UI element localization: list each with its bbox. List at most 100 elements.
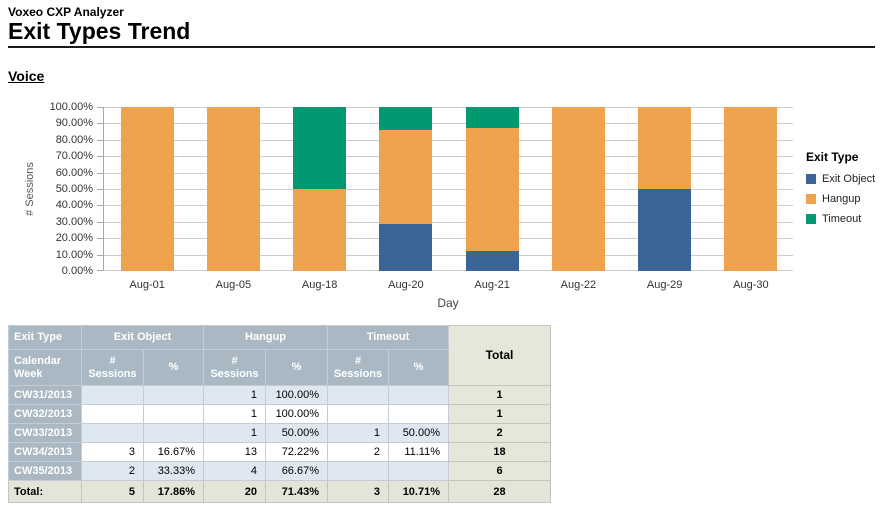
voice-section-link[interactable]: Voice	[8, 68, 45, 84]
x-tick-label: Aug-21	[474, 279, 510, 291]
header-sessions: # Sessions	[203, 349, 266, 386]
value-cell	[143, 385, 204, 405]
bar-segment-hangup	[724, 107, 778, 271]
y-tick-mark	[97, 205, 104, 207]
bar-aug-20	[379, 107, 433, 271]
table-row-cw34-2013: CW34/2013 3 16.67% 13 72.22% 2 11.11% 18	[8, 442, 551, 462]
y-tick-mark	[97, 221, 104, 223]
value-cell	[327, 385, 389, 405]
y-tick-label: 100.00%	[49, 101, 93, 113]
total-value-cell: 17.86%	[143, 480, 204, 503]
total-value-cell: 71.43%	[265, 480, 328, 503]
bar-aug-29	[638, 107, 692, 271]
y-tick-mark	[97, 107, 104, 108]
bar-segment-hangup	[465, 127, 519, 251]
value-cell	[143, 404, 204, 424]
x-tick-label: Aug-20	[388, 279, 424, 291]
gridline	[104, 238, 793, 240]
y-tick-label: 70.00%	[55, 150, 93, 163]
week-cell: CW34/2013	[8, 442, 82, 462]
y-tick-mark	[97, 254, 104, 256]
bar-segment-hangup	[206, 107, 260, 271]
total-label-cell: Total:	[8, 480, 82, 503]
legend-item-timeout: Timeout	[806, 213, 880, 225]
y-tick-mark	[97, 156, 104, 158]
bar-segment-exit-object	[465, 250, 519, 271]
y-tick-mark	[97, 123, 104, 125]
value-cell	[143, 423, 204, 443]
legend: Exit Type Exit Object Hangup Timeout	[806, 150, 880, 233]
y-tick-label: 60.00%	[55, 166, 93, 179]
y-tick-mark	[97, 139, 104, 141]
table-row-cw33-2013: CW33/2013 1 50.00% 1 50.00% 2	[8, 423, 551, 443]
table-total-row: Total: 5 17.86% 20 71.43% 3 10.71% 28	[8, 480, 551, 503]
bar-aug-30	[724, 107, 778, 271]
bar-aug-22	[551, 107, 605, 271]
value-cell: 2	[81, 461, 144, 481]
value-cell: 16.67%	[143, 442, 204, 462]
bar-segment-hangup	[120, 107, 174, 271]
x-tick-label: Aug-18	[301, 279, 338, 291]
value-cell: 50.00%	[265, 423, 328, 443]
bar-segment-timeout	[293, 107, 347, 189]
plot-area: 0.00% 10.00% 20.00% 30.00% 40.00% 50.00% 60.00…	[50, 101, 793, 291]
header-group-exit-object: Exit Object	[81, 325, 204, 350]
total-value-cell: 3	[327, 480, 389, 503]
value-cell: 1	[203, 423, 266, 443]
legend-swatch-timeout	[806, 214, 816, 224]
bar-segment-timeout	[379, 107, 433, 131]
value-cell	[388, 404, 449, 424]
legend-item-exit-object: Exit Object	[806, 173, 880, 185]
app-name: Voxeo CXP Analyzer	[8, 5, 124, 19]
header-sessions: # Sessions	[81, 349, 144, 386]
value-cell: 1	[203, 385, 266, 405]
y-tick-label: 30.00%	[55, 215, 93, 228]
bar-segment-hangup	[551, 107, 605, 271]
bar-segment-exit-object	[638, 189, 692, 271]
value-cell: 50.00%	[388, 423, 449, 443]
value-cell: 100.00%	[265, 385, 328, 405]
gridline	[104, 189, 793, 190]
value-cell: 100.00%	[265, 404, 328, 424]
header-exit-type: Exit Type	[8, 325, 82, 350]
total-value-cell: 5	[81, 480, 144, 503]
legend-items: Exit Object Hangup Timeout	[806, 173, 880, 225]
header-percent: %	[388, 349, 449, 386]
y-tick-label: 50.00%	[55, 183, 93, 195]
value-cell: 2	[327, 442, 389, 462]
value-cell: 4	[203, 461, 266, 481]
total-value-cell: 20	[203, 480, 266, 503]
table-wrap: Exit Type Exit Object Hangup Timeout Tot…	[8, 325, 551, 503]
gridline	[104, 123, 793, 125]
gridline	[104, 254, 793, 256]
row-total-cell: 1	[448, 385, 551, 405]
bar-segment-hangup	[638, 107, 692, 189]
y-tick-label: 40.00%	[55, 199, 93, 212]
report-header: Voxeo CXP Analyzer Exit Types Trend	[0, 0, 880, 44]
legend-swatch-exit-object	[806, 174, 816, 184]
x-axis-title: Day	[437, 296, 459, 310]
week-cell: CW31/2013	[8, 385, 82, 405]
y-tick-label: 20.00%	[55, 232, 93, 245]
exit-types-table: Exit Type Exit Object Hangup Timeout Tot…	[8, 325, 551, 503]
week-cell: CW33/2013	[8, 423, 82, 443]
value-cell	[327, 404, 389, 424]
title-rule	[8, 46, 875, 48]
table-body: CW31/2013 1 100.00% 1 CW32/2013 1 100.00% 1 CW33…	[8, 385, 551, 503]
grand-total-cell: 28	[448, 480, 551, 503]
total-value-cell: 10.71%	[388, 480, 449, 503]
table-row-cw32-2013: CW32/2013 1 100.00% 1	[8, 404, 551, 424]
x-tick-label: Aug-22	[560, 279, 597, 291]
week-cell: CW32/2013	[8, 404, 82, 424]
y-tick-mark	[97, 189, 104, 190]
value-cell: 3	[81, 442, 144, 462]
legend-label: Hangup	[822, 193, 861, 205]
value-cell: 1	[203, 404, 266, 424]
legend-swatch-hangup	[806, 194, 816, 204]
bar-aug-05	[206, 107, 260, 271]
legend-label: Timeout	[822, 213, 862, 225]
gridline	[104, 107, 793, 108]
page-title: Exit Types Trend	[8, 18, 191, 44]
header-total: Total	[448, 325, 551, 386]
table-row-cw31-2013: CW31/2013 1 100.00% 1	[8, 385, 551, 405]
